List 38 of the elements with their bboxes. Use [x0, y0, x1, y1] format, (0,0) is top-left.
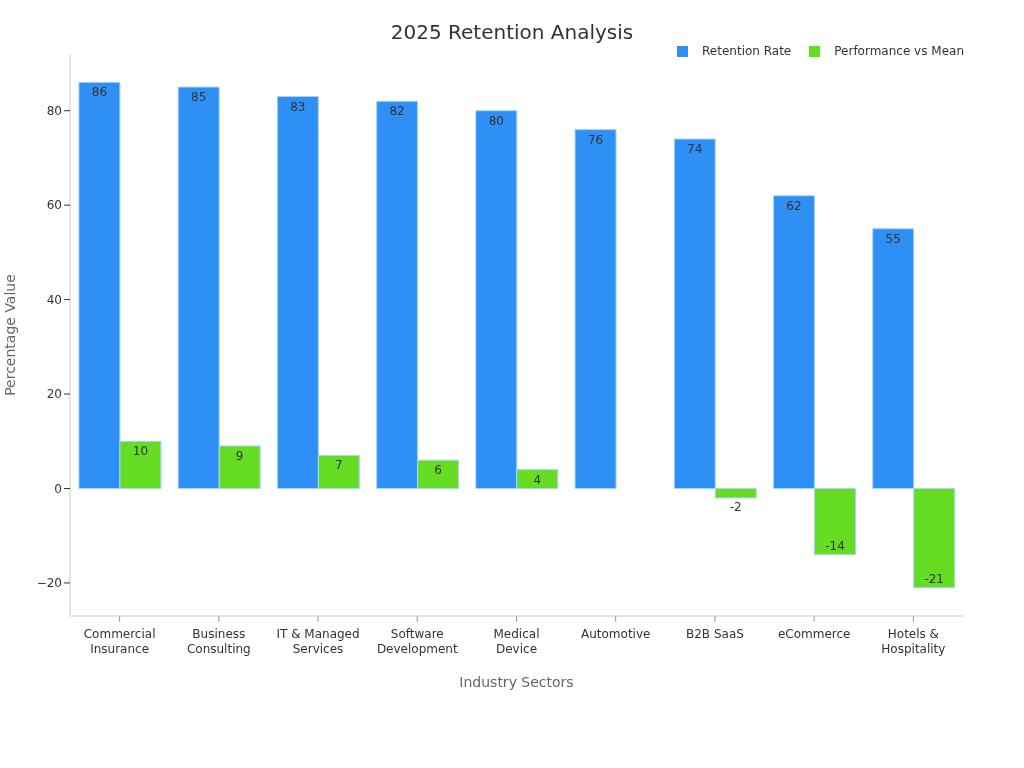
bar [574, 129, 617, 489]
x-tick-label: Hotels & Hospitality [881, 627, 946, 656]
data-label: 6 [434, 463, 442, 478]
data-label: 10 [132, 444, 149, 459]
data-label: 76 [587, 132, 604, 147]
x-tick-label: Business Consulting [186, 627, 251, 656]
y-axis-title: Percentage Value [1, 274, 18, 396]
legend-label: Performance vs Mean [833, 44, 964, 58]
data-label: 83 [290, 99, 306, 114]
y-tick-label: 40 [46, 292, 62, 307]
x-tick-label: Commercial Insurance [83, 627, 156, 656]
y-tick-label: −20 [36, 576, 62, 591]
x-tick-label: eCommerce [777, 627, 851, 641]
data-label: 4 [533, 472, 542, 487]
y-tick-label: 60 [46, 198, 62, 213]
x-axis-title: Industry Sectors [459, 674, 574, 690]
x-tick-label: Medical Device [493, 627, 540, 656]
data-label: 74 [687, 142, 703, 157]
x-tick-label: Automotive [581, 627, 651, 641]
data-label: 85 [191, 90, 207, 105]
data-label: 80 [488, 113, 504, 128]
data-label: 7 [335, 458, 343, 473]
data-label: -14 [825, 538, 845, 553]
x-tick-label: Software Development [376, 627, 458, 656]
x-tick-label: IT & Managed Services [276, 627, 360, 656]
y-tick-label: 80 [46, 103, 62, 118]
data-label: 86 [91, 85, 108, 100]
x-tick-label: B2B SaaS [686, 627, 744, 641]
y-tick-label: 0 [54, 481, 62, 496]
data-label: -2 [729, 499, 742, 514]
chart-title: 2025 Retention Analysis [389, 20, 635, 44]
y-tick-label: 20 [46, 387, 62, 402]
data-label: -21 [924, 571, 945, 586]
data-label: 9 [235, 448, 244, 463]
data-label: 55 [885, 231, 901, 246]
legend-label: Retention Rate [701, 44, 792, 58]
data-label: 62 [786, 198, 802, 213]
data-label: 82 [389, 104, 405, 119]
